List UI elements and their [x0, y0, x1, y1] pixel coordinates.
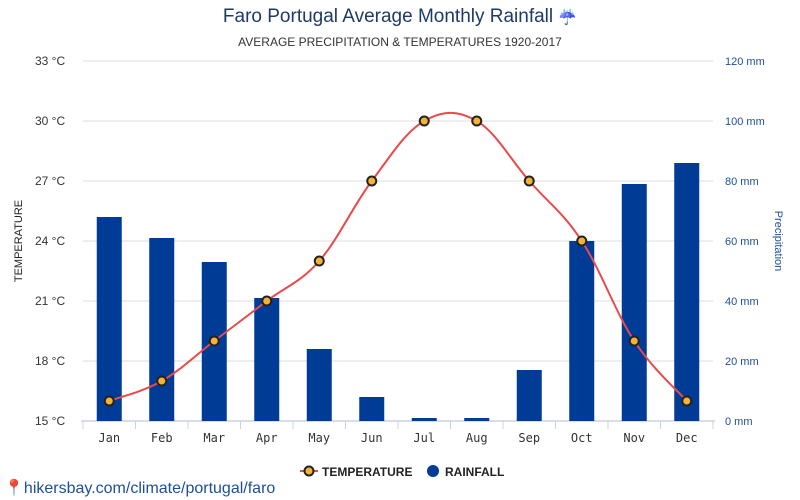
right-tick-label: 0 mm	[725, 416, 753, 428]
rainfall-bar	[464, 418, 490, 421]
legend-rainfall-marker	[427, 465, 439, 477]
x-tick-label: Jul	[413, 431, 435, 445]
x-tick-label: Jan	[98, 431, 120, 445]
umbrella-rain-icon: ☔	[558, 9, 578, 26]
left-tick-label: 21 °C	[35, 294, 65, 308]
rainfall-bar	[359, 397, 385, 421]
temperature-point	[261, 295, 273, 307]
rainfall-bar	[96, 217, 122, 421]
x-tick-label: Feb	[151, 431, 173, 445]
x-tick-label: Sep	[518, 431, 540, 445]
right-tick-label: 80 mm	[725, 176, 759, 188]
temperature-point	[103, 395, 115, 407]
x-tick-label: Apr	[256, 431, 278, 445]
temperature-point	[628, 335, 640, 347]
right-tick-label: 120 mm	[725, 56, 765, 68]
left-tick-label: 33 °C	[35, 54, 65, 68]
temperature-line	[108, 111, 688, 402]
rainfall-bar	[149, 238, 175, 421]
rainfall-bar	[306, 349, 332, 421]
x-tick-label: May	[308, 431, 330, 445]
chart-title: Faro Portugal Average Monthly Rainfall ☔	[0, 6, 800, 28]
location-pin-icon: 📍	[4, 480, 24, 497]
rainfall-bar	[254, 298, 280, 421]
rainfall-bar	[516, 370, 542, 421]
legend-temperature-marker	[303, 465, 315, 477]
left-axis-title: TEMPERATURE	[13, 200, 25, 282]
temperature-point	[681, 395, 693, 407]
left-tick-label: 30 °C	[35, 114, 65, 128]
rainfall-bar	[411, 418, 437, 421]
x-tick-label: Dec	[676, 431, 698, 445]
left-tick-label: 27 °C	[35, 174, 65, 188]
temperature-point	[523, 175, 535, 187]
chart-title-text: Faro Portugal Average Monthly Rainfall	[222, 6, 554, 27]
rainfall-bar	[674, 163, 700, 421]
temperature-point	[366, 175, 378, 187]
right-tick-label: 40 mm	[725, 296, 759, 308]
right-tick-label: 20 mm	[725, 356, 759, 368]
legend-temperature-label: TEMPERATURE	[322, 465, 412, 479]
right-tick-label: 60 mm	[725, 236, 759, 248]
legend-rainfall-label: RAINFALL	[445, 465, 504, 479]
temperature-point	[208, 335, 220, 347]
chart-subtitle: AVERAGE PRECIPITATION & TEMPERATURES 192…	[238, 35, 562, 49]
temperature-point	[313, 255, 325, 267]
x-tick-label: Nov	[623, 431, 645, 445]
left-tick-label: 18 °C	[35, 354, 65, 368]
temperature-point	[156, 375, 168, 387]
right-axis-title: Precipitation	[772, 211, 784, 272]
right-tick-label: 100 mm	[725, 116, 765, 128]
source-link-text: hikersbay.com/climate/portugal/faro	[23, 480, 276, 497]
x-tick-label: Aug	[466, 431, 488, 445]
x-tick-label: Jun	[361, 431, 383, 445]
x-tick-label: Mar	[203, 431, 225, 445]
rainfall-bar	[621, 184, 647, 421]
temperature-point	[418, 115, 430, 127]
rainfall-bar	[569, 241, 595, 421]
left-tick-label: 15 °C	[35, 414, 65, 428]
temperature-point	[576, 235, 588, 247]
x-tick-label: Oct	[571, 431, 593, 445]
left-tick-label: 24 °C	[35, 234, 65, 248]
temperature-point	[471, 115, 483, 127]
source-link[interactable]: 📍hikersbay.com/climate/portugal/faro	[4, 478, 275, 498]
